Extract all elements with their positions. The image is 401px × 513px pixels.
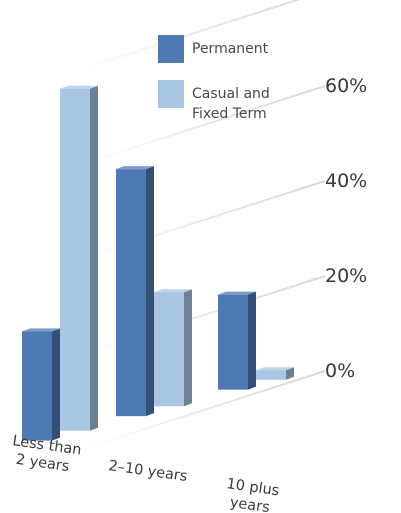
bar-top xyxy=(154,289,192,293)
legend-label: Permanent xyxy=(192,41,269,57)
category-labels: Less than2 years 2–10 years 10 plusyears xyxy=(9,433,280,513)
bar-top xyxy=(218,291,256,295)
bar xyxy=(218,294,248,390)
legend-swatch xyxy=(158,80,184,108)
category-label: Less than2 years xyxy=(9,433,82,476)
gridline xyxy=(39,370,326,464)
bar-side xyxy=(146,166,154,417)
bar-side xyxy=(90,85,98,431)
y-tick-label: 40% xyxy=(325,170,367,192)
y-tick-label: 0% xyxy=(325,360,355,382)
y-tick-label: 80% xyxy=(325,0,367,2)
bar-side xyxy=(52,328,60,441)
y-axis-tick-labels: 0% 20% 40% 60% 80% xyxy=(325,0,367,382)
bar-top xyxy=(22,328,60,332)
y-tick-label: 20% xyxy=(325,265,367,287)
category-label: 2–10 years xyxy=(107,458,188,485)
bar xyxy=(22,331,52,441)
bar-side xyxy=(184,289,192,407)
bar xyxy=(256,370,286,380)
bar-side xyxy=(248,291,256,390)
legend: Permanent Casual and Fixed Term xyxy=(158,35,270,122)
bar-top xyxy=(60,85,98,89)
bar-top xyxy=(256,367,294,371)
y-tick-label: 60% xyxy=(325,75,367,97)
bar-top xyxy=(116,166,154,170)
category-label: 10 plusyears xyxy=(223,476,280,513)
legend-label: Casual and Fixed Term xyxy=(192,86,270,122)
bar xyxy=(60,88,90,431)
bars xyxy=(22,85,294,441)
bar-side xyxy=(286,367,294,380)
bar xyxy=(116,169,146,417)
legend-swatch xyxy=(158,35,184,63)
bar xyxy=(154,292,184,407)
